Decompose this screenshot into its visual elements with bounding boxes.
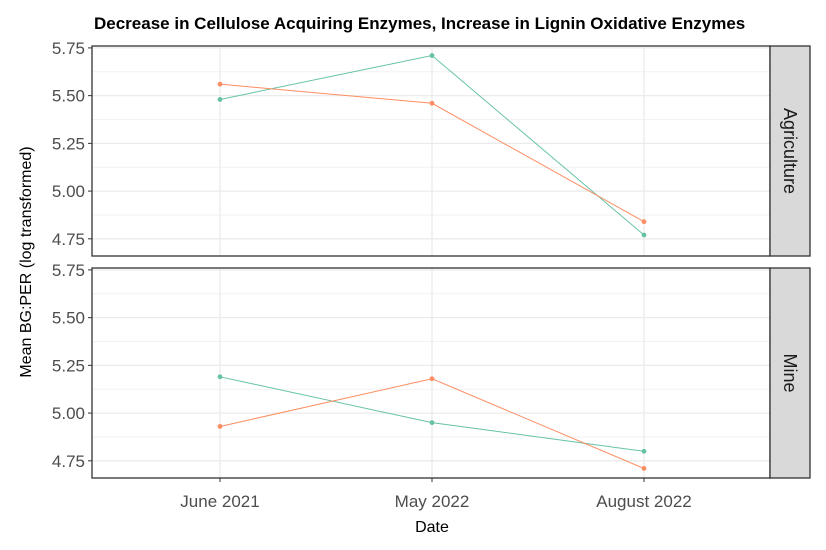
x-tick-label: August 2022 <box>596 492 691 511</box>
y-tick-label: 5.75 <box>52 261 85 280</box>
y-axis-title: Mean BG:PER (log transformed) <box>18 146 35 377</box>
y-tick-label: 4.75 <box>52 230 85 249</box>
facet-panel-agriculture: 4.75 5.00 5.25 5.50 5.75 Agriculture <box>52 39 811 257</box>
facet-strip <box>769 45 811 257</box>
panel-background <box>92 46 770 256</box>
x-tick-label: May 2022 <box>395 492 470 511</box>
facet-strip <box>769 267 811 479</box>
y-tick-label: 5.50 <box>52 309 85 328</box>
y-tick-label: 5.00 <box>52 182 85 201</box>
y-tick-label: 5.00 <box>52 404 85 423</box>
data-point <box>429 376 435 382</box>
data-point <box>217 374 223 380</box>
facet-panels: 4.75 5.00 5.25 5.50 5.75 Agriculture 4.75 5.00 5… <box>52 39 811 479</box>
y-tick-label: 5.25 <box>52 356 85 375</box>
data-point <box>641 448 647 454</box>
data-point <box>217 424 223 429</box>
x-axis: June 2021 May 2022 August 2022 <box>180 478 692 511</box>
x-tick-label: June 2021 <box>180 492 259 511</box>
data-point <box>429 420 435 426</box>
data-point <box>641 232 647 238</box>
data-point <box>641 219 647 225</box>
x-axis-title: Date <box>415 519 449 536</box>
facet-strip-label: Agriculture <box>780 108 800 194</box>
y-tick-label: 5.50 <box>52 87 85 106</box>
data-point <box>429 53 435 58</box>
data-point <box>217 97 223 102</box>
facet-strip-label: Mine <box>780 353 800 392</box>
y-tick-label: 5.75 <box>52 39 85 58</box>
facet-panel-mine: 4.75 5.00 5.25 5.50 5.75 Mine <box>52 261 811 479</box>
data-point <box>641 466 647 471</box>
data-point <box>217 81 223 87</box>
y-tick-label: 5.25 <box>52 134 85 153</box>
panel-background <box>92 268 770 478</box>
data-point <box>429 100 435 106</box>
chart-title: Decrease in Cellulose Acquiring Enzymes,… <box>94 14 745 33</box>
y-tick-label: 4.75 <box>52 452 85 471</box>
